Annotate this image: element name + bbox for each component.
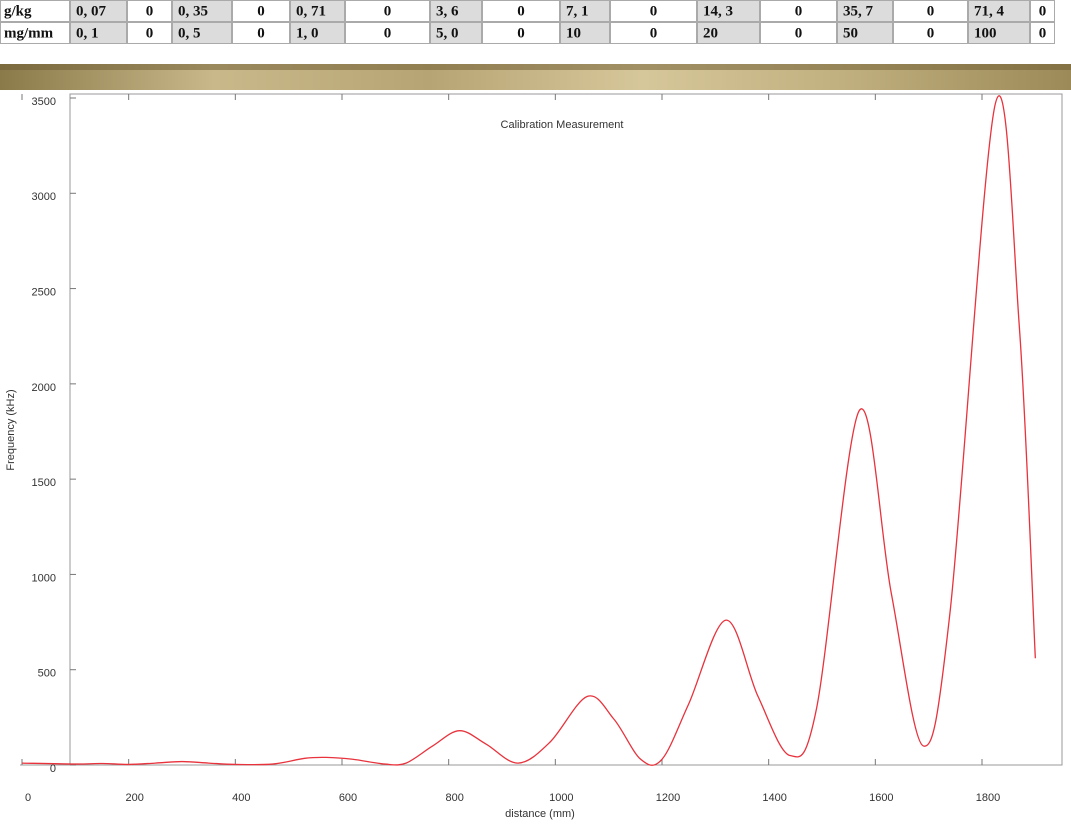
x-tick-label: 400 <box>232 792 250 804</box>
cell-text: 1, 0 <box>296 25 319 41</box>
cell-text: 0 <box>795 25 803 41</box>
x-tick-label: 800 <box>445 792 463 804</box>
x-tick-label: 1200 <box>656 792 680 804</box>
table-cell <box>0 0 70 22</box>
y-tick-label: 3000 <box>32 191 56 203</box>
y-tick-label: 3500 <box>32 96 56 108</box>
table-cell <box>760 22 837 44</box>
cell-text: 0, 07 <box>76 3 107 19</box>
y-tick-label: 1500 <box>32 477 56 489</box>
table-cell <box>560 22 610 44</box>
cell-text: 0 <box>650 25 658 41</box>
cell-text: 0 <box>650 3 658 19</box>
cell-text: 35, 7 <box>843 3 874 19</box>
cell-text: 14, 3 <box>703 3 733 19</box>
cell-text: 0, 5 <box>178 25 201 41</box>
x-axis-label: distance (mm) <box>505 808 575 820</box>
table-cell <box>697 22 760 44</box>
cell-text: 0 <box>517 25 525 41</box>
cell-text: 0 <box>927 25 935 41</box>
table-cell <box>837 0 893 22</box>
x-tick-label: 1800 <box>976 792 1000 804</box>
table-cell <box>172 0 232 22</box>
table-cell <box>290 0 345 22</box>
table-cell <box>697 0 760 22</box>
cell-text: 0 <box>927 3 935 19</box>
cell-text: 0, 71 <box>296 3 326 19</box>
table-cell <box>610 0 697 22</box>
y-tick-label: 2000 <box>32 382 56 394</box>
table-cell <box>968 22 1030 44</box>
table-cell <box>560 0 610 22</box>
cell-text: 71, 4 <box>974 3 1005 19</box>
y-tick-label: 500 <box>38 668 56 680</box>
table-cell <box>482 22 560 44</box>
table-cell <box>1030 0 1055 22</box>
data-line <box>21 95 1036 766</box>
cell-text: 0 <box>795 3 803 19</box>
table-cell <box>837 22 893 44</box>
table-cell <box>345 0 430 22</box>
cell-text: 0 <box>146 3 154 19</box>
y-tick-label: 0 <box>50 763 56 775</box>
table-cell <box>232 0 290 22</box>
table-cell <box>760 0 837 22</box>
cell-text: 0 <box>1039 3 1047 19</box>
x-tick-label: 1600 <box>869 792 893 804</box>
table-cell <box>430 22 482 44</box>
table-cell <box>127 0 172 22</box>
cell-text: 0 <box>257 3 265 19</box>
chart-title: Calibration Measurement <box>501 119 624 131</box>
cell-text: 0 <box>384 3 392 19</box>
table-cell <box>70 22 127 44</box>
plot-frame <box>69 93 1063 766</box>
y-tick-label: 1000 <box>32 572 56 584</box>
table-cell <box>290 22 345 44</box>
table-cell <box>70 0 127 22</box>
cell-text: 0 <box>517 3 525 19</box>
cell-text: 0 <box>146 25 154 41</box>
y-axis-label: Frequency (kHz) <box>5 389 17 470</box>
cell-text: 0, 1 <box>76 25 99 41</box>
table-cell <box>893 0 968 22</box>
cell-text: 100 <box>974 25 997 41</box>
cell-text: 3, 6 <box>436 3 459 19</box>
x-tick-label: 1000 <box>549 792 573 804</box>
table-cell <box>482 0 560 22</box>
table-cell <box>893 22 968 44</box>
cell-text: 10 <box>566 25 581 41</box>
x-tick-label: 1400 <box>762 792 786 804</box>
cell-text: 50 <box>843 25 858 41</box>
table-cell <box>127 22 172 44</box>
table-cell <box>232 22 290 44</box>
cell-text: 0 <box>384 25 392 41</box>
cell-text: 0, 35 <box>178 3 208 19</box>
table-cell <box>172 22 232 44</box>
cell-text: 0 <box>257 25 265 41</box>
table-cell <box>345 22 430 44</box>
x-tick-label: 200 <box>125 792 143 804</box>
table-cell <box>1030 22 1055 44</box>
cell-text: g/kg <box>4 3 32 19</box>
cell-text: 0 <box>1039 25 1047 41</box>
cell-text: 20 <box>703 25 718 41</box>
cell-text: mg/mm <box>4 25 54 41</box>
table-cell <box>0 22 70 44</box>
table-cell <box>610 22 697 44</box>
cell-text: 5, 0 <box>436 25 459 41</box>
y-tick-label: 2500 <box>32 286 56 298</box>
strip-shadow <box>0 64 1071 70</box>
cell-text: 7, 1 <box>566 3 589 19</box>
x-tick-label: 0 <box>25 792 31 804</box>
table-cell <box>968 0 1030 22</box>
table-cell <box>430 0 482 22</box>
x-tick-label: 600 <box>339 792 357 804</box>
